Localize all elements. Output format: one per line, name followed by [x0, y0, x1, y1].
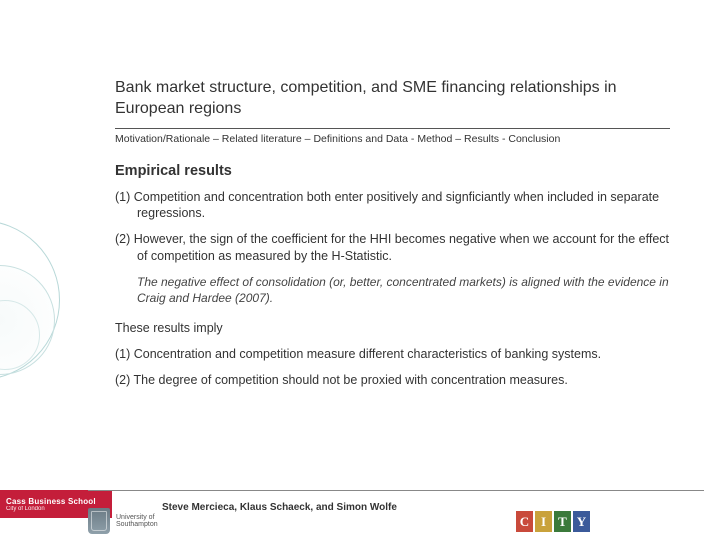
- title-rule: [115, 128, 670, 129]
- italic-note: The negative effect of consolidation (or…: [137, 274, 670, 306]
- authors: Steve Mercieca, Klaus Schaeck, and Simon…: [162, 502, 397, 513]
- footer: Steve Mercieca, Klaus Schaeck, and Simon…: [0, 490, 720, 540]
- city-letter: I: [535, 511, 552, 532]
- content-area: Bank market structure, competition, and …: [115, 78, 670, 398]
- imply-intro: These results imply: [115, 320, 670, 337]
- logo-text: University of Southampton: [116, 514, 158, 529]
- breadcrumb: Motivation/Rationale – Related literatur…: [115, 133, 670, 145]
- cass-name: Cass Business School: [6, 497, 96, 506]
- logo-city: C I T Y: [516, 511, 590, 532]
- imply-item: (1) Concentration and competition measur…: [115, 346, 670, 363]
- city-letter: Y: [573, 511, 590, 532]
- result-item: (2) However, the sign of the coefficient…: [115, 231, 670, 265]
- logo-line: University of: [116, 514, 158, 521]
- footer-rule: [88, 490, 704, 491]
- slide-title: Bank market structure, competition, and …: [115, 78, 670, 120]
- logo-southampton: University of Southampton: [88, 508, 158, 534]
- city-letter: C: [516, 511, 533, 532]
- cass-sub: City of London: [6, 506, 45, 512]
- imply-item: (2) The degree of competition should not…: [115, 372, 670, 389]
- city-letter: T: [554, 511, 571, 532]
- logo-line: Southampton: [116, 521, 158, 528]
- result-item: (1) Competition and concentration both e…: [115, 189, 670, 223]
- section-heading: Empirical results: [115, 163, 670, 179]
- crest-icon: [88, 508, 110, 534]
- city-boxes: C I T Y: [516, 511, 590, 532]
- slide: Bank market structure, competition, and …: [0, 0, 720, 540]
